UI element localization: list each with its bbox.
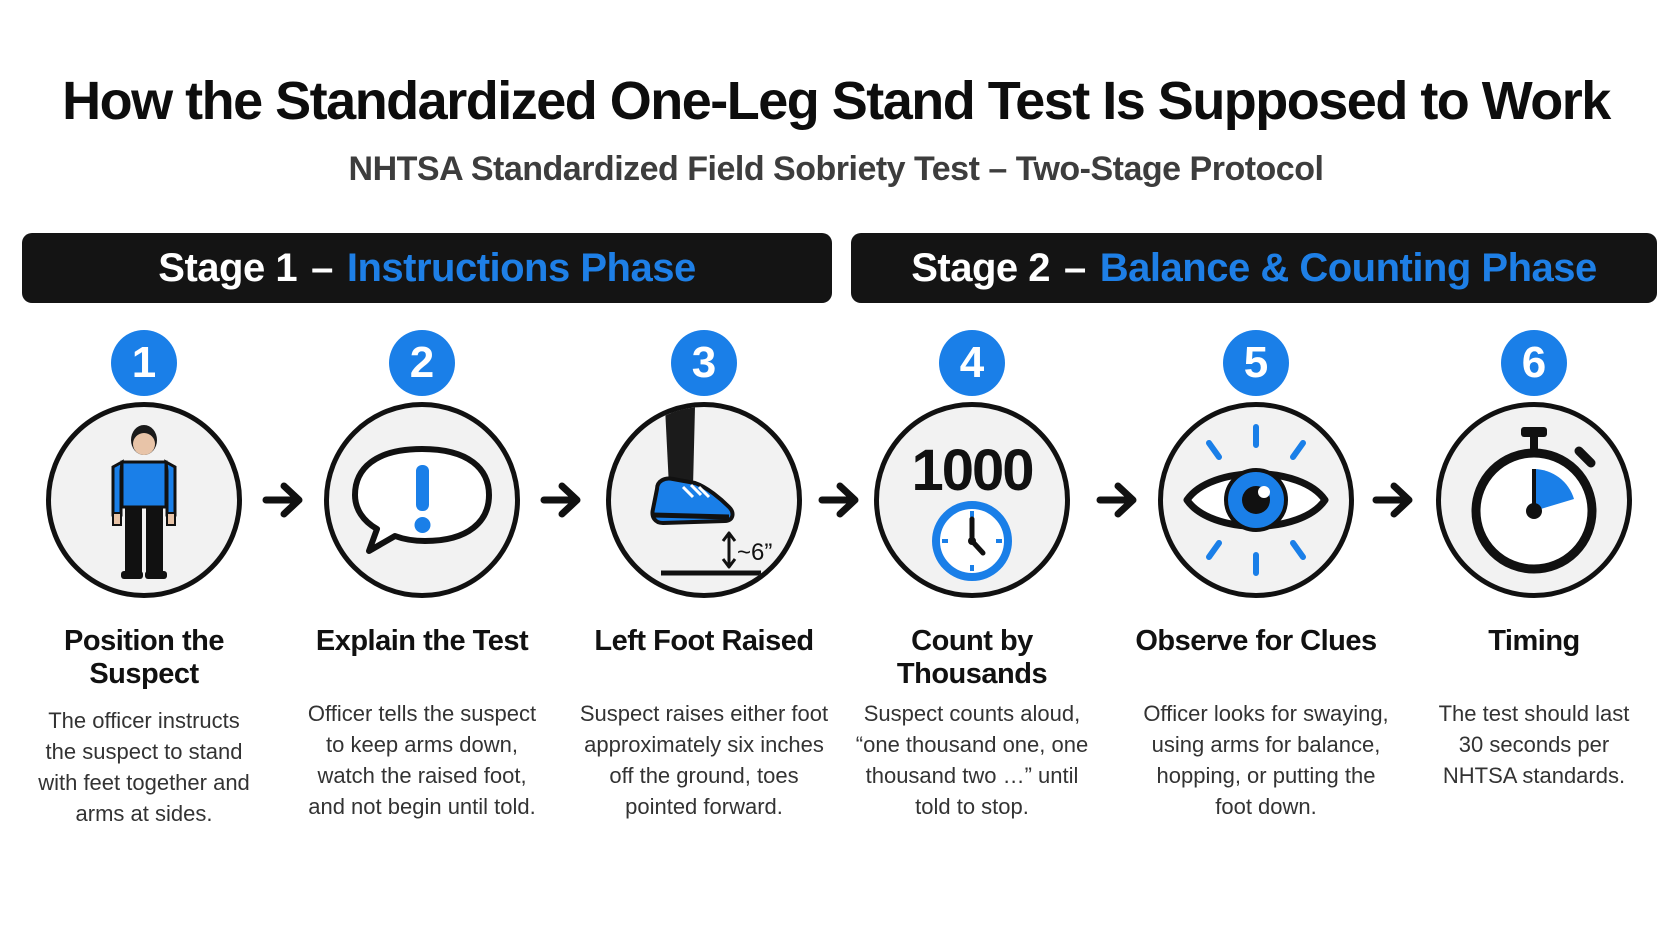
stage-1-prefix: Stage 1 xyxy=(158,245,298,290)
step-5-ring xyxy=(1158,402,1354,598)
step-3-ring: ~6” xyxy=(606,402,802,598)
eye-icon xyxy=(1183,424,1329,576)
step-6-ring xyxy=(1436,402,1632,598)
arrow-right-icon xyxy=(1372,482,1413,518)
step-5-description: Officer looks for swaying, using arms fo… xyxy=(1143,701,1389,819)
stage-2-banner: Stage 2 – Balance & Counting Phase xyxy=(851,233,1657,303)
step-3-title: Left Foot Raised xyxy=(594,625,814,657)
step-2-title: Explain the Test xyxy=(315,625,529,657)
step-4-ring: 1000 xyxy=(874,402,1070,598)
stage-1-banner: Stage 1 – Instructions Phase xyxy=(22,233,832,303)
stage-2-prefix: Stage 2 xyxy=(911,245,1051,290)
speech-bubble-exclamation-icon xyxy=(352,446,492,554)
step-4-title: Count by Thousands xyxy=(896,625,1048,690)
arrow-right-icon xyxy=(262,482,303,518)
stage-1-name: Instructions Phase xyxy=(346,245,696,290)
clock-icon xyxy=(932,501,1012,581)
step-5-title: Observe for Clues xyxy=(1135,625,1377,657)
stage-1-dash: – xyxy=(311,245,333,290)
page-title: How the Standardized One-Leg Stand Test … xyxy=(62,71,1611,131)
step-1-ring xyxy=(46,402,242,598)
raised-height-label: ~6” xyxy=(737,539,773,566)
person-icon xyxy=(111,425,177,579)
step-1-description: The officer instructs the suspect to sta… xyxy=(38,708,250,826)
step-5-badge: 5 xyxy=(1223,330,1289,396)
arrow-right-icon xyxy=(1096,482,1137,518)
arrow-right-icon xyxy=(818,482,859,518)
count-number: 1000 xyxy=(911,438,1034,503)
step-1-title: Position the Suspect xyxy=(64,625,224,690)
stopwatch-icon xyxy=(1471,427,1597,574)
step-3-description: Suspect raises either foot approximately… xyxy=(579,701,829,819)
arrow-right-icon xyxy=(540,482,581,518)
stage-2-dash: – xyxy=(1064,245,1086,290)
step-1-badge: 1 xyxy=(111,330,177,396)
step-2-ring xyxy=(324,402,520,598)
step-2-description: Officer tells the suspect to keep arms d… xyxy=(307,701,537,819)
step-4-description: Suspect counts aloud, “one thousand one,… xyxy=(855,701,1089,819)
step-6-badge: 6 xyxy=(1501,330,1567,396)
page-subtitle: NHTSA Standardized Field Sobriety Test –… xyxy=(348,150,1324,188)
step-2-badge: 2 xyxy=(389,330,455,396)
step-6-title: Timing xyxy=(1488,625,1580,657)
step-3-badge: 3 xyxy=(671,330,737,396)
raised-foot-icon xyxy=(650,407,761,576)
step-4-badge: 4 xyxy=(939,330,1005,396)
step-6-description: The test should last 30 seconds per NHTS… xyxy=(1438,701,1630,788)
stage-2-name: Balance & Counting Phase xyxy=(1099,245,1597,290)
